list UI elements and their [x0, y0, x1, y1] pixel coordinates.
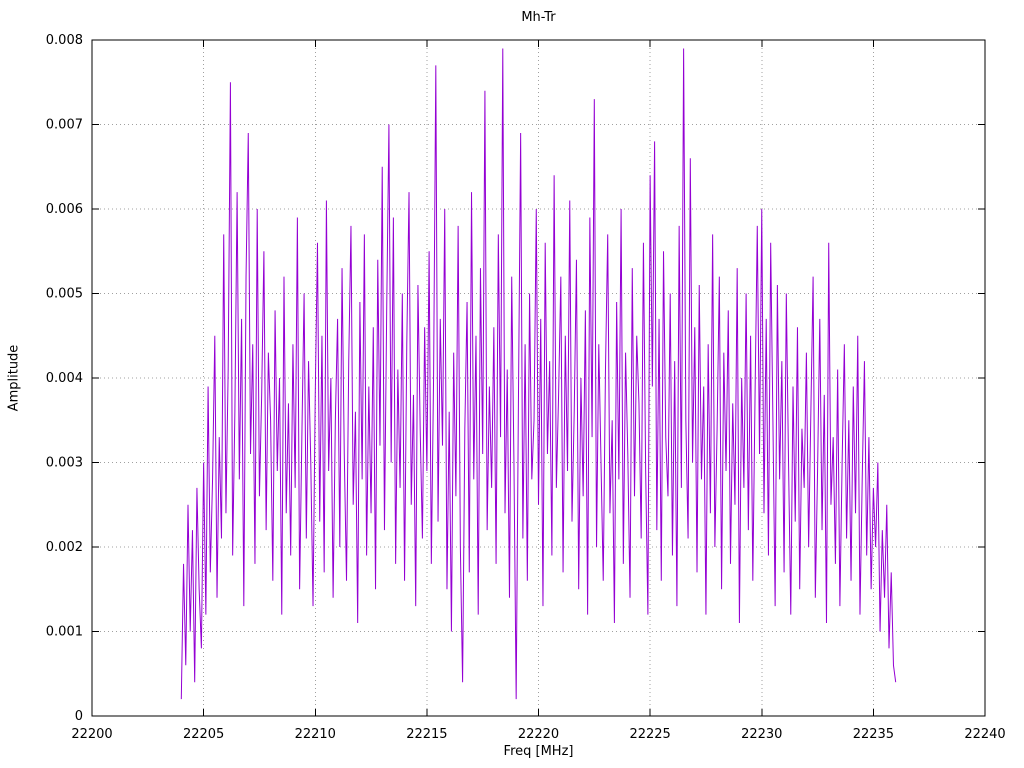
x-tick-label: 22205 — [183, 727, 224, 742]
y-axis-label: Amplitude — [6, 344, 22, 412]
series-line — [180, 48, 897, 700]
y-tick-label: 0.008 — [46, 33, 83, 48]
y-tick-label: 0.001 — [46, 625, 83, 640]
y-tick-label: 0.004 — [46, 371, 83, 386]
x-tick-label: 22215 — [406, 727, 447, 742]
x-tick-label: 22230 — [741, 727, 782, 742]
y-tick-label: 0.003 — [46, 456, 83, 471]
x-tick-label: 22200 — [71, 727, 112, 742]
y-tick-label: 0.002 — [46, 540, 83, 555]
plot-border — [91, 39, 986, 717]
y-tick-label: 0.005 — [46, 287, 83, 302]
x-tick-label: 22220 — [518, 727, 559, 742]
y-tick-label: 0 — [75, 709, 83, 724]
x-tick-label: 22225 — [629, 727, 670, 742]
y-tick-label: 0.007 — [46, 118, 83, 133]
x-tick-label: 22235 — [853, 727, 894, 742]
x-tick-label: 22240 — [964, 727, 1005, 742]
x-axis-label: Freq [MHz] — [503, 744, 574, 759]
y-tick-label: 0.006 — [46, 202, 83, 217]
chart-title: Mh-Tr — [521, 10, 556, 25]
x-tick-label: 22210 — [295, 727, 336, 742]
